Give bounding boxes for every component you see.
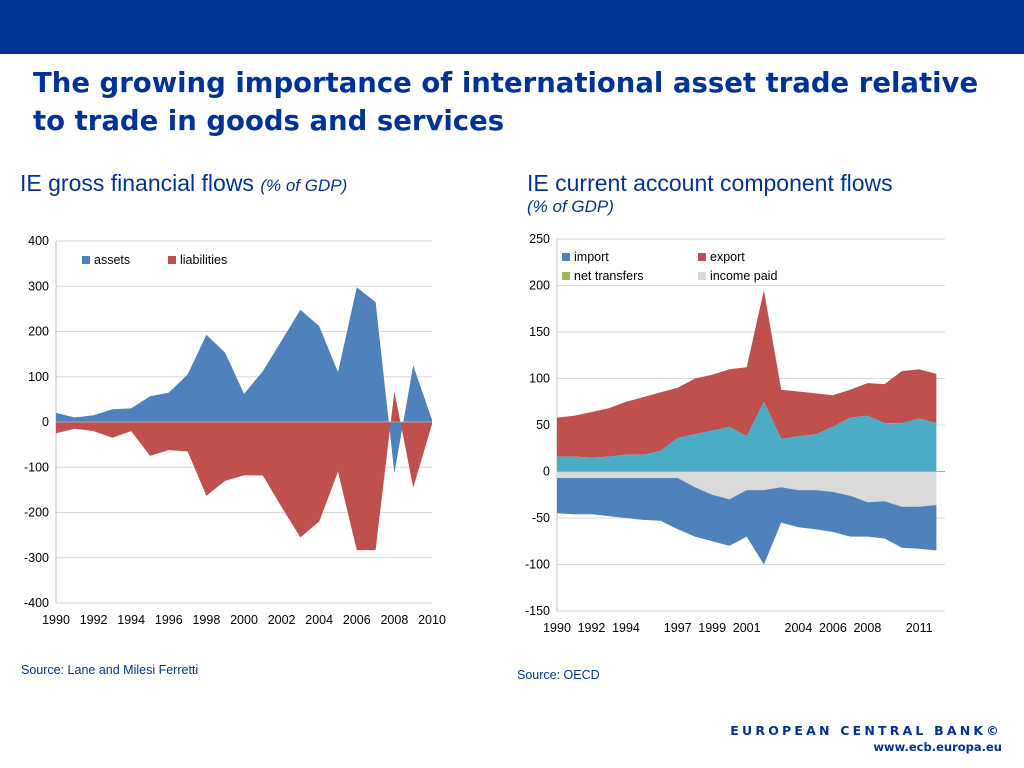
right-chart-legend-label-income-paid: income paid bbox=[710, 269, 777, 283]
left-chart-legend-swatch-liabilities bbox=[168, 256, 176, 264]
left-chart-y-tick-label: -400 bbox=[24, 596, 49, 610]
right-chart-source: Source: OECD bbox=[517, 668, 600, 682]
right-chart-unit: (% of GDP) bbox=[527, 197, 614, 216]
left-chart-x-tick-label: 2000 bbox=[230, 613, 258, 627]
left-chart-unit: (% of GDP) bbox=[260, 176, 348, 195]
left-chart-y-tick-label: 400 bbox=[28, 234, 49, 248]
left-chart-x-tick-label: 1992 bbox=[80, 613, 108, 627]
left-chart-y-tick-label: -100 bbox=[24, 460, 49, 474]
right-chart-y-tick-label: -50 bbox=[532, 511, 550, 525]
left-chart-x-tick-label: 1990 bbox=[42, 613, 70, 627]
top-banner bbox=[0, 0, 1024, 54]
left-chart-y-tick-label: 200 bbox=[28, 325, 49, 339]
right-chart-y-tick-label: 100 bbox=[529, 372, 550, 386]
right-chart-y-tick-label: 150 bbox=[529, 325, 550, 339]
right-chart-x-tick-label: 2006 bbox=[819, 621, 847, 635]
right-chart-legend-label-export: export bbox=[710, 250, 745, 264]
ecb-url: www.ecb.europa.eu bbox=[873, 740, 1002, 754]
right-chart-x-tick-label: 2001 bbox=[733, 621, 761, 635]
left-chart-y-tick-label: 300 bbox=[28, 279, 49, 293]
left-chart-title-text: IE gross financial flows bbox=[20, 170, 254, 196]
left-chart-legend-swatch-assets bbox=[82, 256, 90, 264]
right-chart-y-tick-label: 50 bbox=[536, 418, 550, 432]
right-chart-x-tick-label: 1994 bbox=[612, 621, 640, 635]
right-chart-title-text: IE current account component flows bbox=[527, 170, 893, 196]
right-chart-y-tick-label: 0 bbox=[543, 465, 550, 479]
right-chart-y-tick-label: -100 bbox=[525, 558, 550, 572]
left-chart-title: IE gross financial flows (% of GDP) bbox=[20, 170, 347, 199]
left-chart-y-tick-label: 0 bbox=[42, 415, 49, 429]
ecb-logo: EUROPEAN CENTRAL BANK© www.ecb.europa.eu bbox=[730, 723, 1002, 754]
left-chart-x-tick-label: 2004 bbox=[305, 613, 333, 627]
right-chart-x-tick-label: 1999 bbox=[698, 621, 726, 635]
slide-title: The growing importance of international … bbox=[33, 67, 979, 137]
liabilities-area bbox=[56, 391, 432, 551]
import-area bbox=[557, 478, 937, 565]
right-chart-y-tick-label: -150 bbox=[525, 604, 550, 618]
right-chart-x-tick-label: 1992 bbox=[578, 621, 606, 635]
left-chart-x-tick-label: 2008 bbox=[380, 613, 408, 627]
left-chart-legend-label-liabilities: liabilities bbox=[180, 253, 227, 267]
left-chart-x-tick-label: 2002 bbox=[268, 613, 296, 627]
right-chart-legend-label-net-transfers: net transfers bbox=[574, 269, 643, 283]
left-chart-x-tick-label: 1998 bbox=[192, 613, 220, 627]
left-chart-x-tick-label: 2006 bbox=[343, 613, 371, 627]
right-chart-x-tick-label: 2004 bbox=[785, 621, 813, 635]
left-chart-y-tick-label: -300 bbox=[24, 551, 49, 565]
right-chart-x-tick-label: 1990 bbox=[543, 621, 571, 635]
left-chart-y-tick-label: 100 bbox=[28, 370, 49, 384]
left-chart-x-tick-label: 1994 bbox=[117, 613, 145, 627]
income-paid-area bbox=[557, 471, 937, 507]
right-chart-legend-swatch-income-paid bbox=[698, 272, 706, 280]
ecb-copyright: © bbox=[986, 723, 1002, 738]
right-chart-x-tick-label: 2011 bbox=[906, 621, 933, 635]
left-chart-x-tick-label: 1996 bbox=[155, 613, 183, 627]
export-area bbox=[557, 290, 937, 458]
right-chart-y-tick-label: 250 bbox=[529, 232, 550, 246]
right-chart-legend-swatch-net-transfers bbox=[562, 272, 570, 280]
right-chart-title: IE current account component flows (% of… bbox=[527, 170, 893, 218]
right-chart-x-tick-label: 1997 bbox=[664, 621, 692, 635]
left-chart-y-tick-label: -200 bbox=[24, 506, 49, 520]
ecb-logo-name: EUROPEAN CENTRAL BANK© bbox=[730, 723, 1002, 738]
left-chart-legend-label-assets: assets bbox=[94, 253, 130, 267]
ecb-org-name: EUROPEAN CENTRAL BANK bbox=[730, 723, 987, 738]
net-transfers-area bbox=[557, 401, 937, 472]
left-chart-x-tick-label: 2010 bbox=[418, 613, 446, 627]
right-chart-x-tick-label: 2008 bbox=[853, 621, 881, 635]
right-chart-legend-label-import: import bbox=[574, 250, 609, 264]
assets-area bbox=[56, 287, 432, 474]
left-chart-source: Source: Lane and Milesi Ferretti bbox=[21, 663, 199, 677]
right-chart-legend-swatch-import bbox=[562, 253, 570, 261]
right-chart-y-tick-label: 200 bbox=[529, 279, 550, 293]
right-chart-legend-swatch-export bbox=[698, 253, 706, 261]
